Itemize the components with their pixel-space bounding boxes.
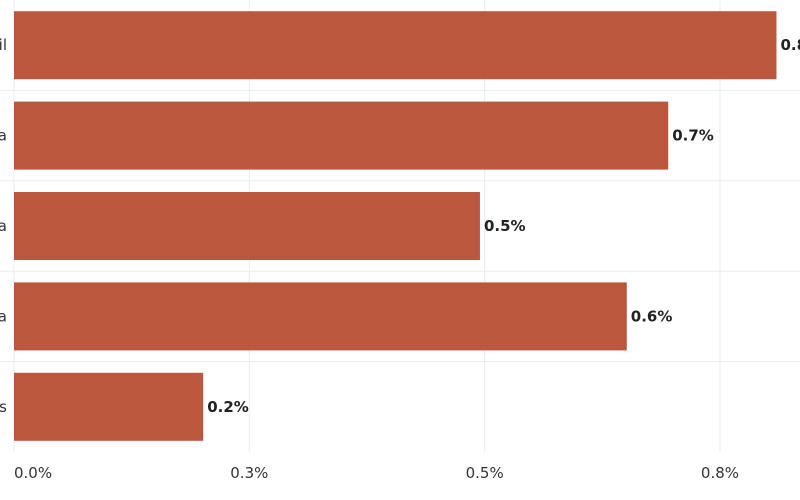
- value-label: 0.8%: [780, 36, 800, 54]
- category-label: a: [0, 217, 7, 235]
- x-tick-label: 0.3%: [230, 464, 268, 482]
- value-label: 0.5%: [484, 217, 526, 235]
- bar: [14, 282, 627, 351]
- x-tick-label: 0.8%: [701, 464, 739, 482]
- bars: [14, 11, 777, 441]
- bar: [14, 11, 777, 80]
- x-tick-label: 0.5%: [466, 464, 504, 482]
- value-label: 0.2%: [207, 398, 249, 416]
- bar: [14, 101, 669, 170]
- category-labels: il a a a s: [0, 36, 7, 416]
- category-label: a: [0, 127, 7, 145]
- bar: [14, 372, 204, 441]
- bar: [14, 192, 480, 260]
- category-label: a: [0, 307, 7, 325]
- value-label: 0.7%: [672, 127, 714, 145]
- x-axis-ticks: 0.0% 0.3% 0.5% 0.8%: [14, 464, 739, 482]
- value-label: 0.6%: [631, 307, 673, 325]
- category-label: s: [0, 398, 7, 416]
- x-tick-label: 0.0%: [14, 464, 52, 482]
- value-labels: 0.8% 0.7% 0.5% 0.6% 0.2%: [207, 36, 800, 416]
- category-label: il: [0, 36, 7, 54]
